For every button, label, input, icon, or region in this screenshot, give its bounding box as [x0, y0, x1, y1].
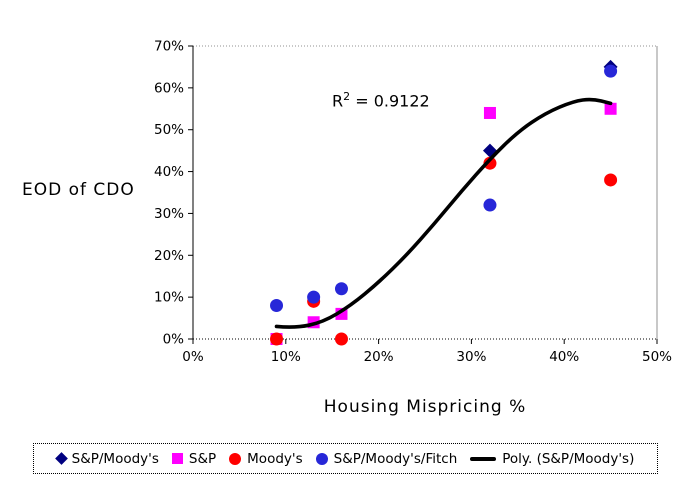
svg-text:10%: 10%: [271, 349, 301, 365]
svg-text:0%: 0%: [182, 349, 204, 365]
legend-item-sp: S&P: [171, 450, 217, 467]
legend: S&P/Moody's S&P Moody's S&P/Moody's/Fitc…: [33, 443, 658, 474]
r-squared-value: = 0.9122: [350, 91, 430, 111]
trendline-marker-icon: [470, 456, 497, 461]
diamond-marker-icon: [54, 452, 68, 465]
svg-text:30%: 30%: [154, 206, 184, 222]
y-axis-title: EOD of CDO: [22, 180, 135, 200]
svg-text:30%: 30%: [456, 349, 486, 365]
svg-text:40%: 40%: [154, 164, 184, 180]
svg-text:50%: 50%: [154, 122, 184, 138]
svg-text:60%: 60%: [154, 80, 184, 96]
x-axis-title: Housing Mispricing %: [323, 397, 527, 417]
legend-label: S&P/Moody's/Fitch: [333, 450, 458, 467]
svg-text:0%: 0%: [163, 332, 185, 348]
svg-text:20%: 20%: [364, 349, 394, 365]
r-squared-base: R: [332, 91, 344, 111]
svg-text:70%: 70%: [154, 39, 184, 55]
legend-item-sp-moodys-fitch: S&P/Moody's/Fitch: [315, 450, 458, 467]
svg-text:40%: 40%: [549, 349, 579, 365]
svg-text:20%: 20%: [154, 248, 184, 264]
legend-label: S&P/Moody's: [71, 450, 159, 467]
svg-text:10%: 10%: [154, 290, 184, 306]
plot-area: 0% 10% 20% 30% 40% 50% 60% 70% 0% 10% 20% 30% 40% 50%: [154, 39, 672, 366]
legend-label: S&P: [188, 450, 217, 467]
r-squared-annotation: R2 = 0.9122: [332, 90, 430, 110]
circle-marker-icon: [229, 452, 242, 465]
r-squared-exponent: 2: [343, 90, 351, 103]
legend-label: Moody's: [247, 450, 303, 467]
square-marker-icon: [171, 453, 183, 464]
legend-item-sp-moodys: S&P/Moody's: [54, 450, 159, 467]
legend-item-moodys: Moody's: [229, 450, 303, 467]
svg-text:50%: 50%: [642, 349, 672, 365]
circle-marker-icon: [315, 452, 328, 465]
legend-label: Poly. (S&P/Moody's): [502, 450, 635, 467]
legend-item-poly-trendline: Poly. (S&P/Moody's): [470, 451, 634, 467]
